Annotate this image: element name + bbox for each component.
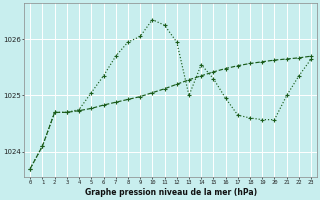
X-axis label: Graphe pression niveau de la mer (hPa): Graphe pression niveau de la mer (hPa) <box>84 188 257 197</box>
